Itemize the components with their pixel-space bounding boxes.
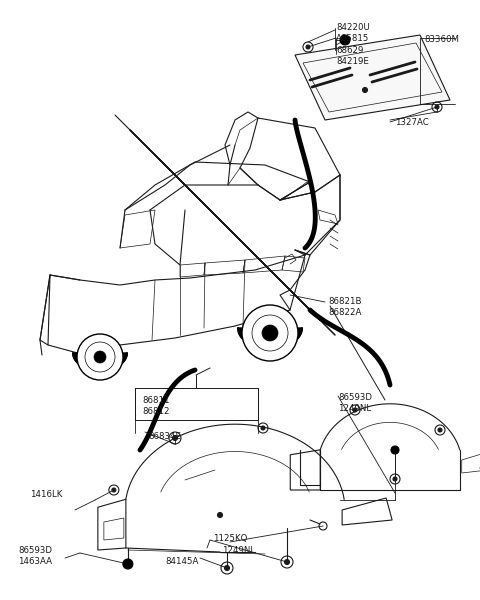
Text: 86812: 86812 [142, 407, 169, 416]
Text: 86811: 86811 [142, 396, 169, 405]
Circle shape [438, 428, 442, 432]
Circle shape [262, 325, 278, 341]
Text: 1327AC: 1327AC [395, 118, 429, 127]
Circle shape [77, 334, 123, 380]
Circle shape [435, 105, 439, 109]
Text: 68629: 68629 [336, 46, 363, 55]
Text: A05815: A05815 [336, 34, 370, 43]
Text: 84220U: 84220U [336, 23, 370, 32]
Text: 86822A: 86822A [328, 308, 361, 317]
Text: 86593D: 86593D [18, 546, 52, 555]
Circle shape [112, 488, 116, 492]
Circle shape [242, 305, 298, 361]
Circle shape [393, 477, 397, 481]
Polygon shape [295, 35, 450, 120]
Circle shape [391, 446, 399, 454]
Circle shape [340, 35, 350, 45]
Text: 83360M: 83360M [424, 35, 459, 44]
Circle shape [94, 351, 106, 363]
Text: 1249NL: 1249NL [338, 404, 371, 413]
Text: 86593D: 86593D [338, 393, 372, 402]
Text: 1463AA: 1463AA [18, 557, 52, 566]
Text: 1249NL: 1249NL [222, 546, 255, 555]
Circle shape [285, 559, 289, 565]
Text: 1416LK: 1416LK [30, 490, 62, 499]
Text: 86821B: 86821B [328, 297, 361, 306]
Polygon shape [73, 353, 127, 371]
Circle shape [362, 88, 368, 92]
Circle shape [353, 408, 357, 412]
Text: 86834E: 86834E [148, 432, 181, 441]
Circle shape [225, 565, 229, 571]
Circle shape [306, 45, 310, 49]
Text: 1125KQ: 1125KQ [213, 534, 247, 543]
Circle shape [123, 559, 133, 569]
Polygon shape [238, 328, 302, 349]
Circle shape [217, 512, 223, 517]
Text: 84145A: 84145A [165, 557, 198, 566]
Text: 84219E: 84219E [336, 57, 369, 66]
Circle shape [172, 436, 178, 440]
Circle shape [261, 426, 265, 430]
